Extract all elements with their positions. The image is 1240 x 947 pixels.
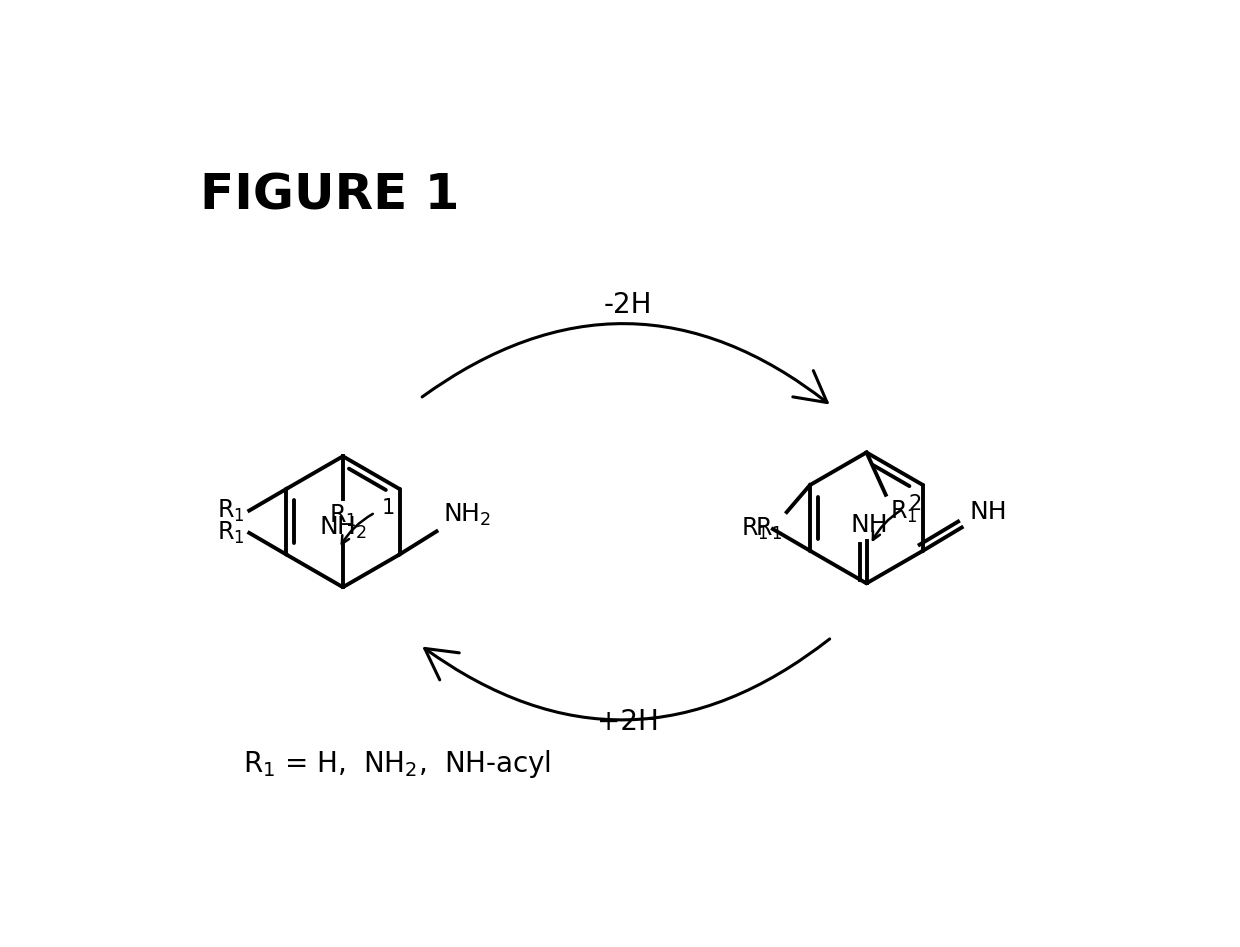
Text: NH$_2$: NH$_2$	[443, 501, 491, 527]
Text: NH: NH	[970, 500, 1007, 524]
Text: R$_1$: R$_1$	[889, 499, 918, 525]
Text: R$_1$ = H,  NH$_2$,  NH-acyl: R$_1$ = H, NH$_2$, NH-acyl	[243, 748, 551, 780]
Text: R$_1$: R$_1$	[217, 497, 244, 524]
Text: NH: NH	[851, 513, 888, 537]
Text: R$_1$: R$_1$	[740, 516, 769, 542]
Text: -2H: -2H	[604, 291, 652, 318]
Text: NH$_2$: NH$_2$	[319, 515, 367, 541]
Text: R$_1$: R$_1$	[329, 503, 357, 528]
Text: +2H: +2H	[596, 708, 658, 736]
Text: FIGURE 1: FIGURE 1	[201, 171, 460, 220]
Text: R$_1$: R$_1$	[217, 520, 244, 546]
FancyArrowPatch shape	[425, 639, 830, 720]
Text: R$_1$: R$_1$	[755, 516, 782, 543]
FancyArrowPatch shape	[422, 324, 827, 402]
Text: 1: 1	[382, 498, 394, 518]
Text: 2: 2	[909, 494, 923, 514]
